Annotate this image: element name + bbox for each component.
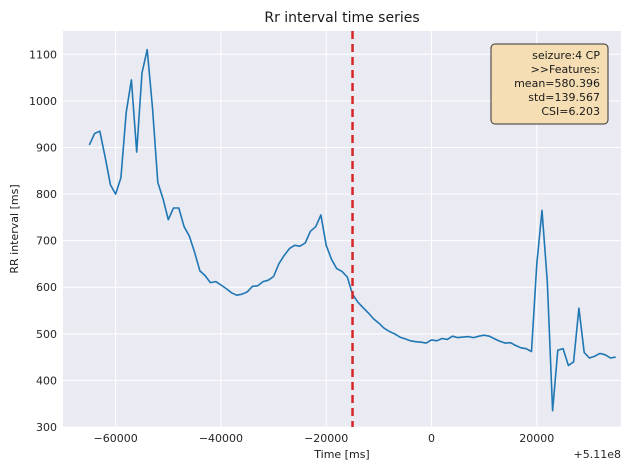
annotation-line: CSI=6.203 <box>541 105 600 118</box>
y-axis-label: RR interval [ms] <box>8 184 21 273</box>
y-tick-label: 600 <box>36 281 57 294</box>
y-tick-label: 1100 <box>29 48 57 61</box>
x-tick-label: −20000 <box>304 432 348 445</box>
annotation-line: seizure:4 CP <box>532 49 600 62</box>
y-tick-label: 900 <box>36 141 57 154</box>
x-tick-label: −60000 <box>94 432 138 445</box>
ticks: −60000 −40000 −20000 0 20000 300 400 500 600 700 8… <box>29 48 554 445</box>
x-tick-label: −40000 <box>199 432 243 445</box>
annotation-line: mean=580.396 <box>514 77 600 90</box>
chart-title: Rr interval time series <box>264 10 419 26</box>
x-axis-label: Time [ms] <box>313 448 369 461</box>
annotation-line: >>Features: <box>531 63 600 76</box>
y-tick-label: 700 <box>36 235 57 248</box>
y-tick-label: 800 <box>36 188 57 201</box>
x-tick-label: 0 <box>428 432 435 445</box>
x-offset-label: +5.11e8 <box>574 448 621 461</box>
annotation-background <box>490 43 609 125</box>
x-tick-label: 20000 <box>519 432 554 445</box>
y-tick-label: 1000 <box>29 95 57 108</box>
annotation-line: std=139.567 <box>528 91 600 104</box>
y-tick-label: 500 <box>36 328 57 341</box>
annotation-box: seizure:4 CP>>Features:mean=580.396std=1… <box>490 43 609 125</box>
y-tick-label: 400 <box>36 374 57 387</box>
y-tick-label: 300 <box>36 421 57 434</box>
